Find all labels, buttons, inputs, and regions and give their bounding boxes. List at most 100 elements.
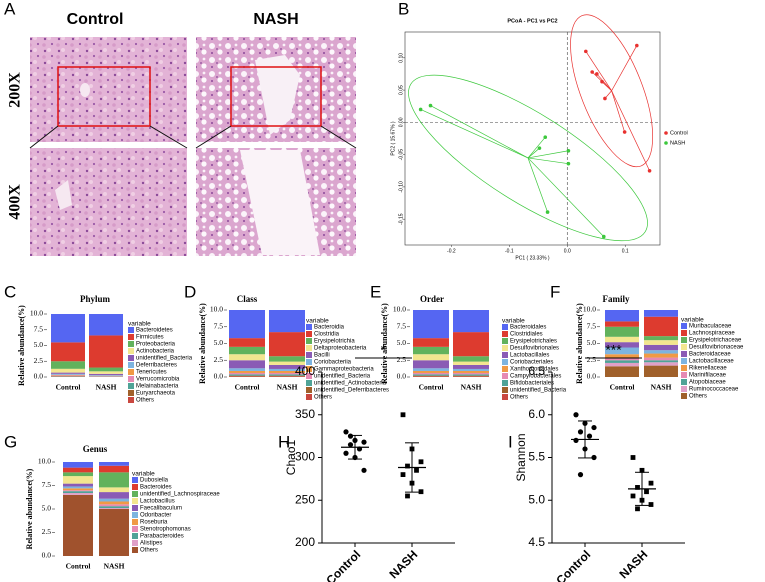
legend-label: Alistipes [140,541,162,547]
legend-label: Deferribacteres [136,363,177,369]
x-tick-label: NASH [277,383,298,392]
legend-swatch [306,373,312,379]
histology-panel: A Control NASH 200X 400X [4,0,357,256]
y-tick-label: 0.0 [214,372,224,381]
y-tick-label: 400 [295,364,315,378]
legend-swatch [132,491,138,497]
legend-label: unidentified_Bacteria [510,388,567,394]
legend-label: NASH [670,140,685,146]
bar-segment [89,335,123,368]
point [577,429,584,435]
bar-segment [269,370,305,373]
legend-label: Clostridia [314,332,340,338]
legend-label: Faecalibaculum [140,506,182,512]
legend-label: Coriobacteriales [510,360,553,366]
legend-swatch [132,540,138,546]
plot-area [404,31,661,246]
spider-line [585,51,612,91]
legend-label: Marinifilaceae [689,373,727,379]
legend-label: Bacteroidaceae [689,352,731,358]
legend-swatch [502,324,508,330]
y-tick-label: 5.0 [34,340,44,349]
legend-swatch [306,345,312,351]
bar-segment [269,332,305,357]
bar-segment [99,501,129,505]
bar-segment [453,361,489,365]
legend-swatch [681,330,687,336]
point [600,79,604,84]
panel-label: D [184,282,196,301]
point [644,489,649,495]
legend-label: Others [314,395,332,401]
legend-swatch [132,519,138,525]
panel-label: E [370,282,381,301]
x-tick-label: NASH [386,547,420,581]
spider-line [527,157,548,213]
bar-segment [229,375,265,377]
x-tick-label: Control [553,547,593,582]
column-label: Control [67,11,124,28]
legend-label: Parabacteroides [140,534,184,540]
x-tick-label: NASH [104,562,125,571]
bar-segment [229,372,265,375]
y-axis-label: Relative abundance(%) [17,305,26,386]
bar-segment [63,483,93,487]
vessel [240,150,320,255]
x-tick-label: 0.1 [622,248,629,254]
point [405,493,410,499]
point [648,480,654,486]
bar-segment [453,364,489,369]
bar-segment [269,310,305,333]
legend-swatch [128,397,134,403]
y-tick-label: 10.0 [210,305,223,314]
point [635,506,640,512]
legend-swatch [132,498,138,504]
legend-swatch [681,386,687,392]
y-tick-label: 0.0 [397,372,407,381]
spider-line [601,81,612,91]
spider-line [611,90,650,171]
bar-segment [99,472,129,488]
point [601,234,606,239]
point [343,429,349,435]
bar-segment [453,310,489,333]
point [352,454,358,461]
bar-segment [269,368,305,371]
legend-label: Actinobacteria [136,349,175,355]
bar-segment [63,486,93,489]
bar-segment [63,472,93,477]
point [566,161,571,166]
y-tick-label: 10.0 [583,305,596,314]
zoom-line [29,125,357,149]
y-tick-label: 5.0 [42,504,52,513]
point [591,424,597,431]
y-tick-label: 10.0 [30,309,43,318]
legend-swatch [128,334,134,340]
y-tick-label: 6.5 [528,364,545,378]
y-axis-label: Relative abundance(%) [198,303,207,384]
bar-segment [644,362,678,366]
point [405,463,410,469]
legend-title: variable [502,318,525,325]
bar-segment [229,360,265,369]
point [595,72,599,76]
y-tick-label: 2.5 [214,355,224,364]
y-tick-label: 10.0 [393,305,406,314]
point [639,467,645,473]
bar-segment [644,316,678,337]
bar-segment [413,338,449,347]
legend-label: Stenotrophomonas [140,527,191,533]
legend-label: Bacteroidia [314,325,345,331]
y-tick-label: 200 [295,535,315,549]
legend-title: variable [681,317,704,324]
bar-segment [89,314,123,336]
y-tick-label: 300 [295,450,315,464]
legend-label: Control [670,130,688,136]
bar-segment [63,493,93,495]
bar-segment [413,310,449,339]
y-tick-label: 350 [295,407,315,421]
bar-segment [51,375,85,377]
legend-swatch [128,383,134,389]
bar-segment [229,376,265,377]
bar-segment [51,368,85,373]
